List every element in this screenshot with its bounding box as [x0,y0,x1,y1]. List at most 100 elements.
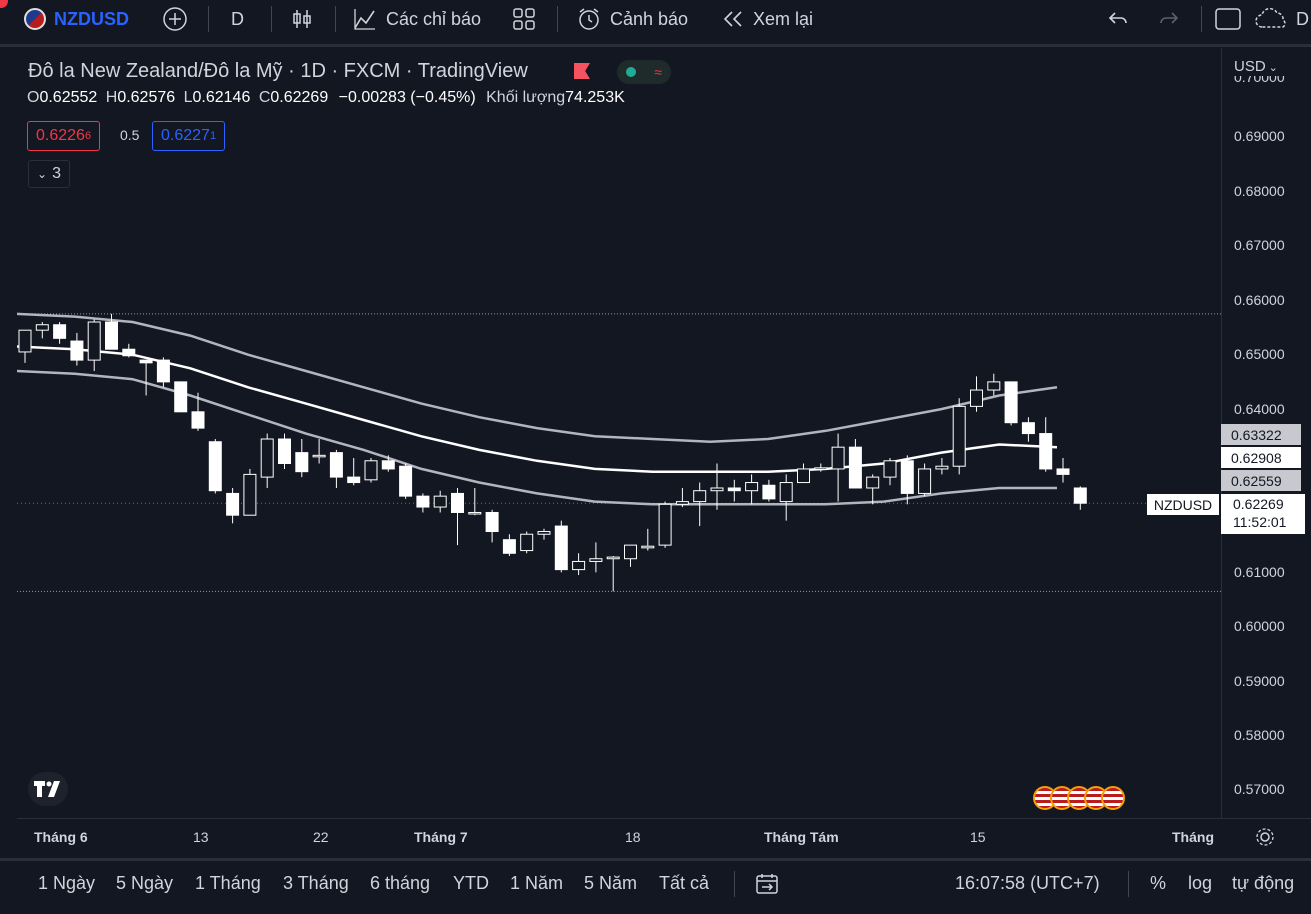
candle-up [18,329,32,353]
toolbar-divider [271,6,272,32]
range-all-button[interactable]: Tất cả [659,873,710,893]
candle-up [624,544,637,560]
candle-up [970,389,983,407]
chart-pane[interactable] [17,48,1221,818]
candle-up [658,503,672,546]
range-1y-button[interactable]: 1 Năm [510,873,564,893]
time-label: 13 [193,829,209,845]
flag-icon [24,8,46,30]
middle-band-line [17,345,1058,473]
auto-scale-toggle[interactable]: tự động [1232,873,1295,893]
time-label: Tháng 7 [414,829,468,845]
chart-settings-button[interactable] [1255,827,1275,852]
time-label: Tháng Tám [764,829,839,845]
collapse-indicators-button[interactable]: ⌄ 3 [28,160,70,188]
sell-price-pip: 6 [84,130,92,142]
range-1m-button[interactable]: 1 Tháng [195,873,261,893]
cloud-save-button[interactable]: D [1254,0,1309,38]
top-toolbar: NZDUSD D Các chỉ báo Cảnh báo Xem lại D [0,0,1311,47]
candle-up [312,454,326,458]
indicator-count: 3 [52,165,61,182]
price-label: 0.61000 [1234,564,1285,580]
square-icon [1215,8,1241,30]
currency-selector[interactable]: USD ⌄ [1234,58,1278,75]
tradingview-logo[interactable] [28,772,68,806]
range-3m-button[interactable]: 3 Tháng [283,873,349,893]
range-5d-button[interactable]: 5 Ngày [116,873,174,893]
range-6m-button[interactable]: 6 tháng [370,873,431,893]
toolbar-divider [335,6,336,32]
volume-label: Khối lượng [486,89,566,106]
timezone-button[interactable]: 16:07:58 (UTC+7) [955,873,1100,893]
price-chart[interactable] [17,48,1221,818]
alarm-clock-icon [579,8,599,30]
candle-up [35,324,49,331]
lower-band-line [17,369,1057,506]
candle-up [260,438,274,478]
economic-events[interactable] [1033,786,1133,812]
gear-icon [1256,828,1274,846]
time-label: 18 [625,829,641,845]
range-ytd-button[interactable]: YTD [453,873,489,893]
bar-countdown: 11:52:01 [1233,514,1287,530]
candle-up [831,446,845,470]
time-axis[interactable]: Tháng 6 13 22 Tháng 7 18 Tháng Tám 15 Th… [17,818,1311,857]
sell-button[interactable]: 0.6226 6 [27,121,101,151]
redo-button[interactable] [1158,0,1180,38]
candle-up [641,545,655,549]
high-value: 0.62576 [117,89,176,106]
candle-down [399,465,413,497]
percent-toggle[interactable]: % [1150,873,1167,893]
candle-up [918,468,932,494]
candle-down [191,411,205,429]
candle-up [572,560,586,571]
open-value: 0.62552 [39,89,98,106]
candle-down [502,539,516,554]
candle-down [226,492,240,516]
candle-down [53,324,67,339]
candle-up [468,511,482,515]
range-5y-button[interactable]: 5 Năm [584,873,638,893]
candle-up [589,558,603,562]
upper-band-line [17,312,1058,443]
price-label: 0.66000 [1234,292,1285,308]
candle-down [416,495,430,508]
price-label: 0.65000 [1234,346,1285,362]
candle-down [156,359,170,383]
cloud-icon [1255,7,1286,28]
candle-up [814,467,828,470]
buy-button[interactable]: 0.6227 1 [152,121,226,151]
symbol-search-button[interactable]: NZDUSD [24,0,129,38]
ohlc-values: O0.62552 H0.62576 L0.62146 C0.62269 −0.0… [27,89,625,107]
replay-button[interactable]: Xem lại [721,0,813,38]
range-1d-button[interactable]: 1 Ngày [38,873,96,893]
price-label: 0.70000 [1234,76,1285,84]
candle-up [779,482,793,503]
price-label: 0.58000 [1234,727,1285,743]
symbol-description[interactable]: Đô la New Zealand/Đô la Mỹ · 1D · FXCM ·… [28,60,528,82]
alerts-button[interactable]: Cảnh báo [576,0,688,38]
rewind-icon [723,11,742,27]
candle-down [485,511,499,533]
candle-up [364,460,378,481]
candle-up [693,490,707,503]
status-dots[interactable]: ≈ [617,60,671,84]
chart-type-button[interactable] [290,0,314,38]
indicators-button[interactable]: Các chỉ báo [352,0,481,38]
us-flag-icon [1101,786,1125,810]
candle-down [762,484,776,500]
market-open-dot-icon [626,67,637,77]
middle-band-tag: 0.62908 [1221,447,1301,468]
layouts-button[interactable] [512,0,536,38]
undo-button[interactable] [1107,0,1129,38]
compare-button[interactable] [162,0,188,38]
price-label: 0.64000 [1234,401,1285,417]
log-toggle[interactable]: log [1188,873,1213,893]
interval-button[interactable]: D [231,0,244,38]
high-key: H [105,89,118,106]
time-label: Tháng [1172,829,1214,845]
price-axis[interactable]: USD ⌄ 0.70000 0.69000 0.68000 0.67000 0.6… [1221,48,1311,818]
go-to-date-button[interactable] [754,872,780,901]
candle-up [520,533,534,552]
fullscreen-button[interactable] [1214,0,1242,38]
